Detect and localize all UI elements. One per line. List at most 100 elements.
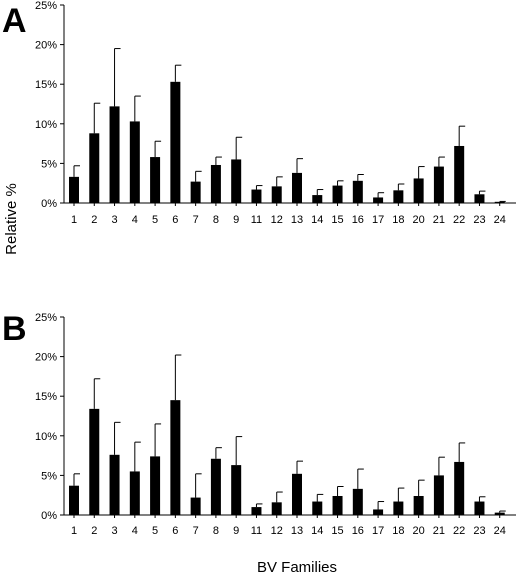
- panel-a-bar: [170, 81, 181, 203]
- panel-a-x-tick-label: 15: [331, 214, 343, 226]
- panel-b-x-tick-label: 4: [132, 525, 138, 537]
- panel-a-y-tick-label: 20%: [35, 40, 57, 52]
- panel-a-x-tick-label: 14: [311, 214, 323, 226]
- panel-b-x-tick-label: 16: [352, 525, 364, 537]
- panel-a-y-tick-label: 25%: [35, 0, 57, 12]
- panel-b-bar: [271, 502, 282, 515]
- panel-b-x-tick-label: 2: [91, 525, 97, 537]
- panel-a-y-tick-label: 10%: [35, 119, 57, 131]
- panel-a-x-tick-label: 12: [271, 214, 283, 226]
- panel-b-bar: [251, 507, 262, 515]
- panel-a-bar: [271, 186, 282, 203]
- panel-a-bar: [190, 181, 201, 203]
- panel-b-x-tick-label: 6: [172, 525, 178, 537]
- panel-a-x-tick-label: 23: [473, 214, 485, 226]
- panel-a-x-tick-label: 16: [352, 214, 364, 226]
- panel-a-x-tick-label: 22: [453, 214, 465, 226]
- panel-a-bar: [109, 106, 120, 203]
- panel-b-x-tick-label: 7: [193, 525, 199, 537]
- panel-b-bar: [433, 475, 444, 515]
- panel-a-x-tick-label: 17: [372, 214, 384, 226]
- panel-a-x-tick-label: 24: [494, 214, 506, 226]
- panel-a-x-tick-label: 11: [251, 214, 262, 226]
- panel-b-x-tick-label: 20: [413, 525, 425, 537]
- panel-b-x-tick-label: 8: [213, 525, 219, 537]
- panel-b-bar: [494, 512, 505, 515]
- panel-a-x-tick-label: 1: [71, 214, 77, 226]
- panel-a-x-tick-label: 4: [132, 214, 138, 226]
- panel-a-bar: [89, 133, 100, 203]
- panel-b-x-tick-label: 24: [494, 525, 506, 537]
- panel-b-x-tick-label: 15: [331, 525, 343, 537]
- panel-a-x-tick-label: 6: [172, 214, 178, 226]
- panel-b-bar: [89, 408, 100, 515]
- panel-b-chart: B0%5%10%15%20%25%1 2 3 4 5 6 7 8 9 11 12 13 14 15 16 17…: [2, 310, 516, 537]
- panel-a-x-tick-label: 18: [392, 214, 404, 226]
- panel-a-x-tick-label: 5: [152, 214, 158, 226]
- panel-b-x-tick-label: 1: [71, 525, 77, 537]
- panel-a-bar: [251, 189, 262, 203]
- panel-a-y-tick-label: 0%: [41, 198, 57, 210]
- panel-b-bar: [352, 488, 363, 515]
- panel-b-x-tick-label: 11: [251, 525, 262, 537]
- panel-a-bar: [494, 201, 505, 203]
- panel-b-bar: [373, 509, 384, 515]
- panel-a-bar: [393, 190, 404, 203]
- panel-b-x-tick-label: 5: [152, 525, 158, 537]
- panel-a-bar: [69, 176, 79, 203]
- panel-b-bar: [109, 454, 120, 515]
- panel-b-bar: [129, 471, 140, 515]
- panel-a-bar: [150, 157, 161, 203]
- panel-b-x-tick-label: 23: [473, 525, 485, 537]
- panel-b-letter: B: [2, 310, 27, 348]
- panel-b-y-tick-label: 25%: [35, 312, 57, 324]
- panel-b-bar: [454, 461, 465, 515]
- panel-b-bar: [292, 473, 302, 515]
- panel-b-y-tick-label: 10%: [35, 431, 57, 443]
- panel-b-bar: [393, 501, 404, 515]
- panel-b-bar: [210, 458, 221, 515]
- panel-b-y-tick-label: 20%: [35, 352, 57, 364]
- panel-b-bar: [413, 495, 424, 515]
- panel-a-x-tick-label: 9: [233, 214, 239, 226]
- panel-b-bar: [231, 465, 242, 515]
- panel-a-y-tick-label: 5%: [41, 158, 57, 170]
- panel-a-y-tick-label: 15%: [35, 79, 57, 91]
- panel-a-bar: [474, 194, 485, 203]
- panel-b-bar: [170, 400, 181, 515]
- panel-a-bar: [210, 164, 221, 203]
- panel-a-bar: [433, 166, 444, 203]
- panel-a-bar: [292, 172, 302, 203]
- x-axis-title: BV Families: [257, 559, 337, 576]
- panel-b-bar: [69, 485, 79, 515]
- panel-a-x-tick-label: 3: [111, 214, 117, 226]
- panel-a-bar: [454, 145, 465, 203]
- panel-b-bar: [150, 456, 161, 515]
- panel-a-x-tick-label: 7: [193, 214, 199, 226]
- panel-b-x-tick-label: 22: [453, 525, 465, 537]
- panel-b-x-tick-label: 14: [311, 525, 323, 537]
- panel-b-bar: [312, 501, 323, 515]
- panel-b-bar: [190, 497, 201, 515]
- panel-b-y-tick-label: 15%: [35, 391, 57, 403]
- panel-b-x-tick-label: 13: [291, 525, 303, 537]
- panel-b-x-tick-label: 3: [111, 525, 117, 537]
- panel-b-x-tick-label: 18: [392, 525, 404, 537]
- panel-a-letter: A: [2, 2, 27, 40]
- panel-a-bar: [413, 178, 424, 203]
- panel-a-x-tick-label: 20: [413, 214, 425, 226]
- panel-a-x-tick-label: 13: [291, 214, 303, 226]
- panel-b-bar: [474, 501, 485, 515]
- panel-a-chart: A0%5%10%15%20%25%1 2 3 4 5 6 7 8 9 11 12 13 14 15 16 17…: [2, 0, 516, 226]
- panel-a-bar: [332, 185, 343, 203]
- y-axis-title: Relative %: [3, 183, 20, 255]
- panel-a-bar: [129, 121, 140, 203]
- panel-a-bar: [312, 195, 323, 203]
- panel-b-x-tick-label: 17: [372, 525, 384, 537]
- panel-a-x-tick-label: 2: [91, 214, 97, 226]
- panel-a-bar: [352, 180, 363, 203]
- panel-b-y-tick-label: 0%: [41, 510, 57, 522]
- panel-b-x-tick-label: 12: [271, 525, 283, 537]
- panel-b-bar: [332, 495, 343, 515]
